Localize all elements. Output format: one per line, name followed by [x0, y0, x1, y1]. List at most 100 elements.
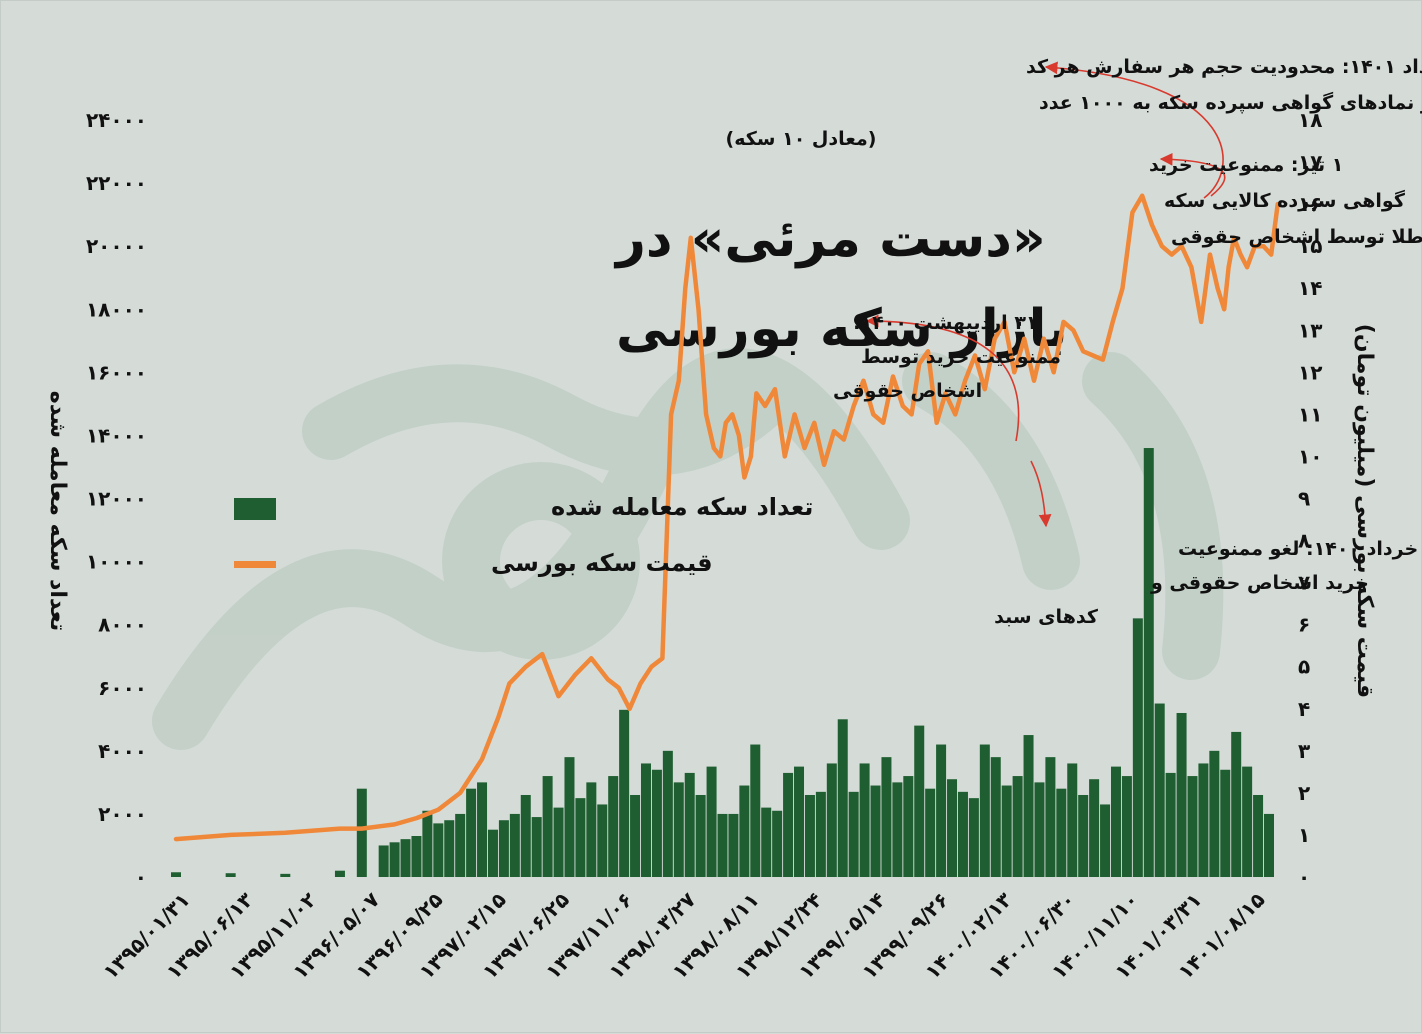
right-tick-label: ۱۳	[1298, 318, 1322, 342]
volume-bar	[695, 794, 706, 877]
annotation-2-line-3: طلا توسط اشخاص حقوقی	[1171, 226, 1422, 248]
arrow-1400-ordibehesht-31	[865, 314, 1020, 442]
volume-bar	[684, 772, 695, 877]
volume-bar	[1209, 750, 1220, 877]
volume-bar	[859, 763, 870, 877]
arrow-tir-1	[1159, 152, 1226, 197]
volume-bar	[892, 782, 903, 877]
volume-bar	[1220, 769, 1231, 877]
annotation-2-line-1: ۱ تیر: ممنوعیت خرید	[1149, 154, 1343, 176]
annotation-4-line-3: کدهای سبد	[994, 606, 1099, 628]
right-tick-label: ۸	[1298, 529, 1310, 553]
volume-bar	[630, 794, 641, 877]
left-axis-ticks: ۰ ۲۰۰۰ ۴۰۰۰ ۶۰۰۰ ۸۰۰۰ ۱۰۰۰۰ ۱۲۰۰۰ ۱۴۰۰۰ ۱۶۰۰۰ ۱۸۰…	[86, 108, 147, 889]
annotation-1: ۲۹ خرداد ۱۴۰۱: محدودیت حجم هر سفارش هر ک…	[726, 56, 1422, 150]
volume-bar	[1143, 448, 1154, 877]
annotation-4: ۱۰ خرداد ۱۴۰۰: لغو ممنوعیت خرید اشخاص حق…	[994, 538, 1422, 628]
left-tick-label: ۸۰۰۰	[98, 613, 147, 637]
volume-bar	[509, 813, 520, 877]
volume-bar	[619, 709, 630, 877]
volume-bar	[1089, 779, 1100, 877]
volume-bar	[280, 873, 291, 877]
volume-bar	[947, 779, 958, 877]
volume-bar	[1034, 782, 1045, 877]
volume-bar	[1176, 712, 1187, 877]
right-tick-label: ۶	[1298, 613, 1310, 637]
left-tick-label: ۲۲۰۰۰	[86, 171, 147, 195]
annotation-2: ۱ تیر: ممنوعیت خرید گواهی سپرده کالایی س…	[1149, 154, 1422, 248]
volume-bar	[881, 757, 892, 877]
chart-title-line-1: «دست مرئی» در	[613, 209, 1046, 269]
volume-bar	[1121, 776, 1132, 877]
annotation-3-line-2: ممنوعیت خرید توسط	[861, 346, 1061, 368]
right-tick-label: ۱۴	[1298, 276, 1322, 300]
left-axis-title: تعداد سکه معامله شده	[45, 391, 70, 632]
right-tick-label: ۱۷	[1298, 150, 1322, 174]
volume-bar	[1198, 763, 1209, 877]
volume-bar	[914, 725, 925, 877]
arrow-1400-khordad-10	[1030, 460, 1052, 528]
left-tick-label: ۰	[135, 865, 147, 889]
volume-bar	[662, 750, 673, 877]
volume-bar	[389, 842, 400, 877]
volume-bar	[673, 782, 684, 877]
right-tick-label: ۹	[1298, 487, 1310, 511]
volume-bar	[356, 788, 367, 877]
volume-bar	[1110, 766, 1121, 877]
left-tick-label: ۲۰۰۰۰	[86, 234, 147, 258]
volume-bar	[477, 782, 488, 877]
volume-bar	[487, 829, 498, 877]
volume-bar	[575, 798, 586, 877]
volume-bar	[706, 766, 717, 877]
annotation-3: ۳۱ اردیبهشت ۱۴۰۰: ممنوعیت خرید توسط اشخا…	[833, 312, 1061, 402]
volume-bar	[586, 782, 597, 877]
volume-bars	[171, 448, 1274, 877]
legend: تعداد سکه معامله شده قیمت سکه بورسی	[234, 493, 813, 577]
volume-bar	[826, 763, 837, 877]
volume-bar	[794, 766, 805, 877]
volume-bar	[520, 794, 531, 877]
annotation-4-line-2: خرید اشخاص حقوقی و	[1150, 572, 1369, 594]
volume-bar	[455, 813, 466, 877]
right-tick-label: ۱۲	[1298, 360, 1322, 384]
volume-bar	[979, 744, 990, 877]
volume-bar	[1253, 794, 1264, 877]
volume-bar	[761, 807, 772, 877]
volume-bar	[444, 820, 455, 877]
volume-bar	[968, 798, 979, 877]
left-tick-label: ۱۴۰۰۰	[86, 423, 147, 447]
volume-bar	[651, 769, 662, 877]
volume-bar	[1001, 785, 1012, 877]
right-tick-label: ۰	[1298, 865, 1310, 889]
volume-bar	[1056, 788, 1067, 877]
volume-bar	[1100, 804, 1111, 877]
volume-bar	[837, 719, 848, 877]
arrow-1401-khordad-29	[1044, 61, 1224, 199]
left-tick-label: ۱۲۰۰۰	[86, 487, 147, 511]
left-tick-label: ۴۰۰۰	[98, 739, 147, 763]
left-tick-label: ۲۰۰۰	[98, 802, 147, 826]
volume-bar	[498, 820, 509, 877]
right-tick-label: ۱۰	[1298, 444, 1322, 468]
volume-bar	[990, 757, 1001, 877]
volume-bar	[564, 757, 575, 877]
volume-bar	[553, 807, 564, 877]
annotation-3-line-1: ۳۱ اردیبهشت ۱۴۰۰:	[853, 312, 1038, 334]
price-line	[173, 193, 1280, 842]
annotation-3-line-3: اشخاص حقوقی	[833, 380, 982, 402]
volume-bar	[1045, 757, 1056, 877]
price-line-group	[173, 193, 1280, 842]
volume-bar	[1023, 735, 1034, 877]
volume-bar	[783, 772, 794, 877]
right-tick-label: ۵	[1298, 655, 1310, 679]
volume-bar	[848, 791, 859, 877]
right-axis-title: قیمت سکه بورسی (میلیون تومان)	[1352, 324, 1377, 698]
volume-bar	[870, 785, 881, 877]
legend-price-label: قیمت سکه بورسی	[491, 549, 713, 577]
right-tick-label: ۱۸	[1298, 108, 1322, 132]
volume-bar	[804, 794, 815, 877]
volume-bar	[466, 788, 477, 877]
volume-bar	[1242, 766, 1253, 877]
